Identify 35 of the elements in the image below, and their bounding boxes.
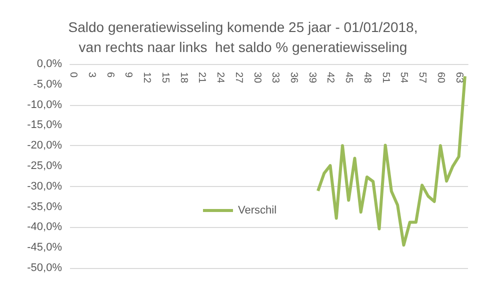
x-tick-label: 0 [68, 72, 79, 78]
y-tick-label: -20,0% [27, 140, 62, 152]
x-tick-label: 48 [361, 72, 372, 84]
y-tick-label: 0,0% [36, 58, 62, 70]
x-tick-label: 57 [416, 72, 428, 84]
x-tick-label: 42 [324, 72, 336, 84]
x-tick-label: 45 [343, 72, 354, 84]
chart-title: Saldo generatiewisseling komende 25 jaar - 01/01/2018, van rechts naar links het saldo % generatiewisseling [68, 19, 418, 55]
y-tick-label: -10,0% [27, 98, 62, 111]
x-tick-label: 30 [251, 72, 262, 84]
y-tick-label: -45,0% [27, 242, 62, 254]
x-tick-label: 51 [380, 72, 391, 84]
x-tick-label: 21 [196, 72, 208, 84]
y-tick-label: -5,0% [33, 78, 62, 90]
x-tick-label: 12 [141, 72, 152, 84]
x-tick-label: 3 [86, 72, 97, 78]
legend-label: Verschil [238, 204, 277, 216]
x-tick-label: 9 [122, 72, 134, 78]
y-tick-label: -15,0% [27, 119, 62, 132]
y-tick-label: -25,0% [27, 160, 62, 172]
x-tick-label: 24 [214, 72, 226, 84]
x-tick-label: 60 [434, 72, 446, 84]
y-tick-label: -50,0% [27, 262, 62, 274]
y-tick-label: -35,0% [27, 200, 62, 213]
x-tick-label: 18 [178, 72, 189, 84]
x-tick-label: 36 [288, 72, 299, 84]
y-tick-label: -40,0% [27, 221, 62, 234]
x-tick-label: 33 [270, 72, 281, 84]
x-tick-label: 6 [104, 72, 116, 78]
x-tick-label: 27 [232, 72, 244, 84]
x-tick-label: 15 [159, 72, 170, 84]
y-tick-label: -30,0% [27, 180, 62, 192]
x-tick-label: 54 [398, 72, 410, 84]
x-tick-label: 39 [306, 72, 318, 84]
x-tick-label: 63 [453, 72, 464, 84]
